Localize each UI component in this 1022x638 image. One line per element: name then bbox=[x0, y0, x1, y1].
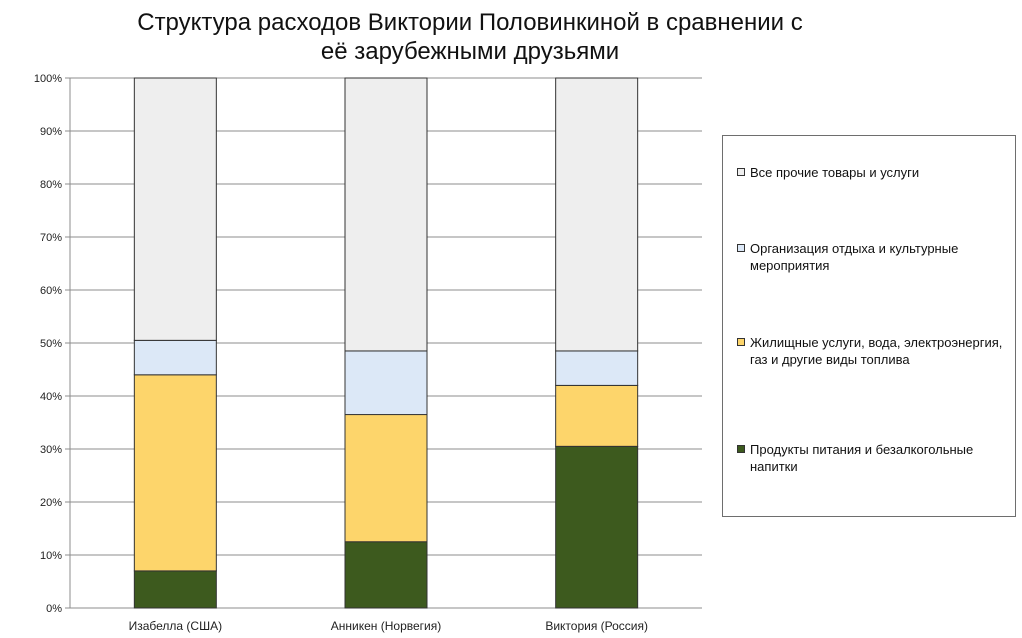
y-tick-label: 40% bbox=[40, 391, 62, 403]
legend-item-recreation: Организация отдыха и культурные мероприя… bbox=[737, 240, 1009, 274]
legend-swatch-recreation bbox=[737, 244, 745, 252]
y-tick-label: 100% bbox=[34, 73, 62, 85]
bar-segment-2-4 bbox=[344, 77, 428, 352]
y-tick-label: 70% bbox=[40, 232, 62, 244]
bar-segment-1-1 bbox=[133, 570, 217, 609]
legend-swatch-housing bbox=[737, 338, 745, 346]
bar-segment-3-4 bbox=[555, 77, 639, 352]
bar-segment-2-2 bbox=[344, 414, 428, 543]
legend-label-food: Продукты питания и безалкогольные напитк… bbox=[750, 442, 974, 474]
x-category-label: Изабелла (США) bbox=[129, 619, 223, 633]
legend-item-other: Все прочие товары и услуги bbox=[737, 164, 1009, 181]
x-category-label: Анникен (Норвегия) bbox=[331, 619, 441, 633]
bar-segment-3-3 bbox=[555, 350, 639, 386]
y-tick-label: 10% bbox=[40, 550, 62, 562]
y-tick-label: 30% bbox=[40, 444, 62, 456]
bar-segment-1-2 bbox=[133, 374, 217, 572]
y-tick-label: 80% bbox=[40, 179, 62, 191]
bar-segment-3-2 bbox=[555, 384, 639, 447]
chart-legend: Все прочие товары и услуги Организация о… bbox=[722, 135, 1016, 517]
chart-title: Структура расходов Виктории Половинкиной… bbox=[137, 9, 803, 65]
legend-label-recreation: Организация отдыха и культурные мероприя… bbox=[750, 241, 959, 273]
y-tick-label: 90% bbox=[40, 126, 62, 138]
legend-swatch-food bbox=[737, 445, 745, 453]
y-tick-label: 0% bbox=[46, 603, 62, 615]
bar-segment-2-1 bbox=[344, 541, 428, 609]
legend-item-food: Продукты питания и безалкогольные напитк… bbox=[737, 441, 1009, 475]
legend-swatch-other bbox=[737, 168, 745, 176]
bar-segment-3-1 bbox=[555, 445, 639, 609]
y-tick-label: 50% bbox=[40, 338, 62, 350]
y-tick-label: 60% bbox=[40, 285, 62, 297]
bar-segment-1-3 bbox=[133, 339, 217, 376]
legend-label-housing: Жилищные услуги, вода, электроэнергия, г… bbox=[750, 335, 1003, 367]
bar-segment-1-4 bbox=[133, 77, 217, 341]
y-tick-label: 20% bbox=[40, 497, 62, 509]
x-category-label: Виктория (Россия) bbox=[545, 619, 648, 633]
bar-segment-2-3 bbox=[344, 350, 428, 416]
legend-item-housing: Жилищные услуги, вода, электроэнергия, г… bbox=[737, 334, 1009, 368]
legend-label-other: Все прочие товары и услуги bbox=[750, 165, 920, 180]
